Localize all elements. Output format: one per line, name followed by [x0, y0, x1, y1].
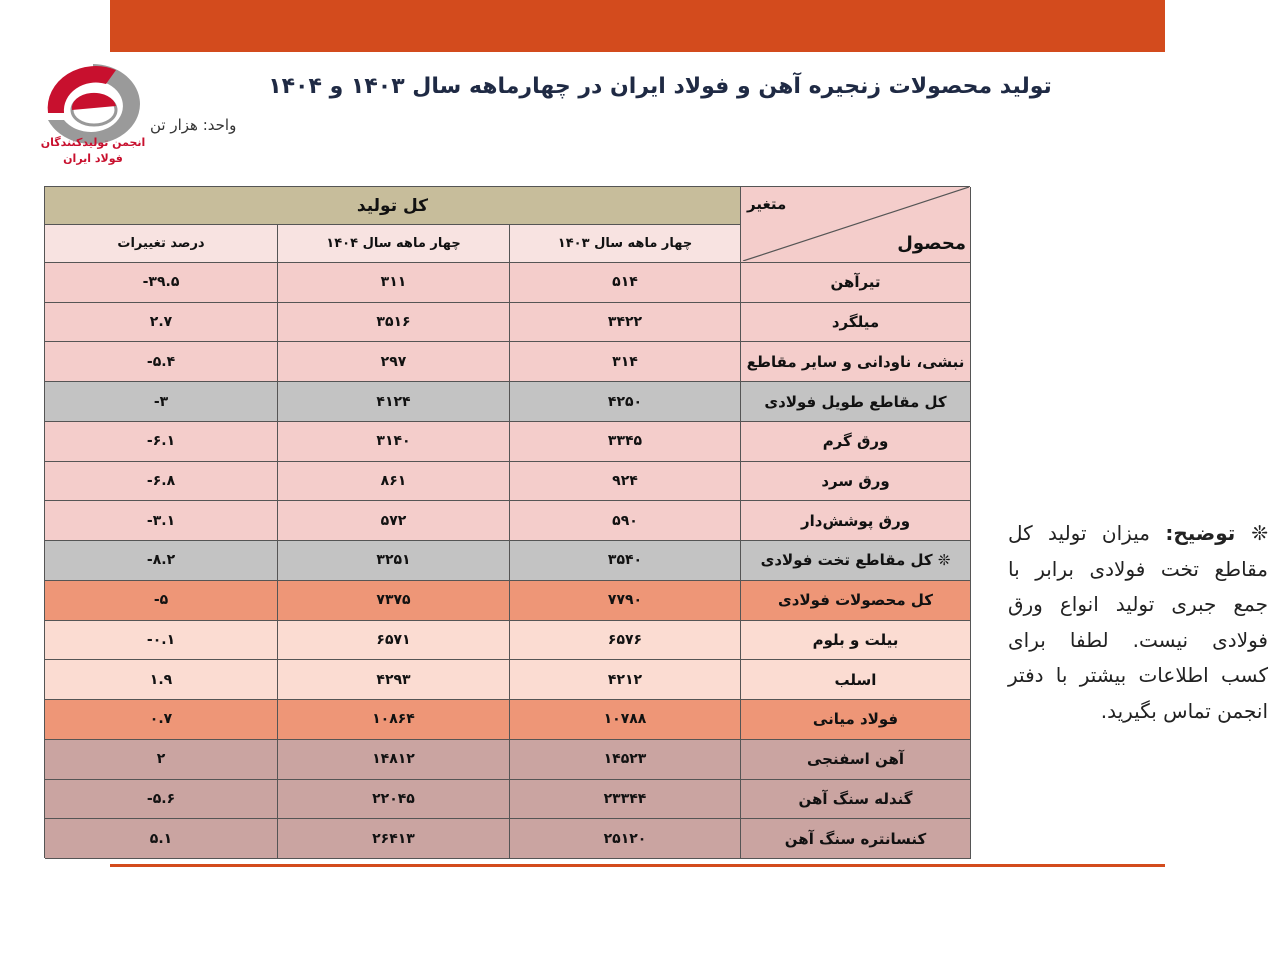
value-cell: ۱۴۸۱۲ [278, 739, 510, 780]
value-cell: -۳ [45, 382, 278, 422]
note: ❊ توضیح: میزان تولید کل مقاطع تخت فولادی… [1008, 516, 1268, 729]
product-name: ورق گرم [741, 421, 971, 462]
value-cell: -۳۹.۵ [45, 263, 278, 303]
value-cell: ۲۹۷ [278, 342, 510, 383]
logo-text: انجمن تولیدکنندگان [41, 136, 146, 149]
value-cell: ۷۷۹۰ [510, 580, 741, 621]
value-cell: ۴۱۲۴ [278, 382, 510, 422]
value-cell: ۵.۱ [45, 819, 278, 859]
value-cell: -۶.۱ [45, 421, 278, 462]
product-name: فولاد میانی [741, 700, 971, 740]
value-cell: ۷۳۷۵ [278, 580, 510, 621]
value-cell: ۱.۹ [45, 660, 278, 701]
value-cell: ۶۵۷۶ [510, 620, 741, 661]
product-name: میلگرد [741, 302, 971, 343]
value-cell: ۶۵۷۱ [278, 620, 510, 661]
corner-cell: متغیر محصول [741, 187, 971, 263]
value-cell: -۰.۱ [45, 620, 278, 661]
value-cell: ۴۲۵۰ [510, 382, 741, 422]
value-cell: -۶.۸ [45, 461, 278, 502]
product-name: ورق پوشش‌دار [741, 501, 971, 542]
value-cell: ۲ [45, 739, 278, 780]
column-header: درصد تغییرات [45, 225, 278, 263]
product-name: کل مقاطع طویل فولادی [741, 382, 971, 422]
value-cell: ۳۱۴۰ [278, 421, 510, 462]
product-name: نبشی، ناودانی و سایر مقاطع [741, 342, 971, 383]
value-cell: -۸.۲ [45, 541, 278, 581]
corner-label: متغیر [747, 195, 787, 213]
value-cell: -۳.۱ [45, 501, 278, 542]
top-bar [110, 0, 1165, 52]
value-cell: ۳۱۴ [510, 342, 741, 383]
bottom-rule [110, 864, 1165, 867]
value-cell: ۲۳۳۴۴ [510, 779, 741, 820]
column-header: چهار ماهه سال ۱۴۰۳ [510, 225, 741, 263]
value-cell: ۳۳۴۵ [510, 421, 741, 462]
value-cell: ۸۶۱ [278, 461, 510, 502]
unit: واحد: هزار تن [150, 116, 237, 134]
product-name: کل محصولات فولادی [741, 580, 971, 621]
product-name: گندله سنگ آهن [741, 779, 971, 820]
value-cell: -۵.۴ [45, 342, 278, 383]
table: کل تولید متغیر محصول چهار ماهه سال ۱۴۰۳ چهار… [44, 186, 971, 859]
value-cell: -۵.۶ [45, 779, 278, 820]
value-cell: ۲۵۱۲۰ [510, 819, 741, 859]
product-name: اسلب [741, 660, 971, 701]
value-cell: ۲.۷ [45, 302, 278, 343]
title: تولید محصولات زنجیره آهن و فولاد ایران د… [268, 74, 1052, 99]
value-cell: ۵۱۴ [510, 263, 741, 303]
value-cell: ۲۶۴۱۳ [278, 819, 510, 859]
value-cell: ۴۲۱۲ [510, 660, 741, 701]
corner-label: محصول [897, 233, 966, 254]
note-label: ❊ توضیح: [1165, 521, 1269, 545]
value-cell: ۱۴۵۲۳ [510, 739, 741, 780]
value-cell: ۴۲۹۳ [278, 660, 510, 701]
value-cell: ۰.۷ [45, 700, 278, 740]
value-cell: ۱۰۸۶۴ [278, 700, 510, 740]
value-cell: ۳۴۲۲ [510, 302, 741, 343]
product-name: تیرآهن [741, 263, 971, 303]
value-cell: ۳۱۱ [278, 263, 510, 303]
logo-text: فولاد ایران [63, 152, 123, 165]
product-name: آهن اسفنجی [741, 739, 971, 780]
product-name: ورق سرد [741, 461, 971, 502]
logo: انجمن تولیدکنندگان فولاد ایران [41, 64, 146, 165]
product-name: بیلت و بلوم [741, 620, 971, 661]
product-name: کنسانتره سنگ آهن [741, 819, 971, 859]
value-cell: ۳۲۵۱ [278, 541, 510, 581]
value-cell: ۵۹۰ [510, 501, 741, 542]
value-cell: ۵۷۲ [278, 501, 510, 542]
value-cell: ۳۵۴۰ [510, 541, 741, 581]
product-name: ❊ کل مقاطع تخت فولادی [741, 541, 971, 581]
group-header: کل تولید [45, 187, 741, 225]
column-header: چهار ماهه سال ۱۴۰۴ [278, 225, 510, 263]
value-cell: ۱۰۷۸۸ [510, 700, 741, 740]
value-cell: ۲۲۰۴۵ [278, 779, 510, 820]
value-cell: ۹۲۴ [510, 461, 741, 502]
note-text: میزان تولید کل مقاطع تخت فولادی برابر با… [1008, 521, 1268, 723]
value-cell: -۵ [45, 580, 278, 621]
value-cell: ۳۵۱۶ [278, 302, 510, 343]
